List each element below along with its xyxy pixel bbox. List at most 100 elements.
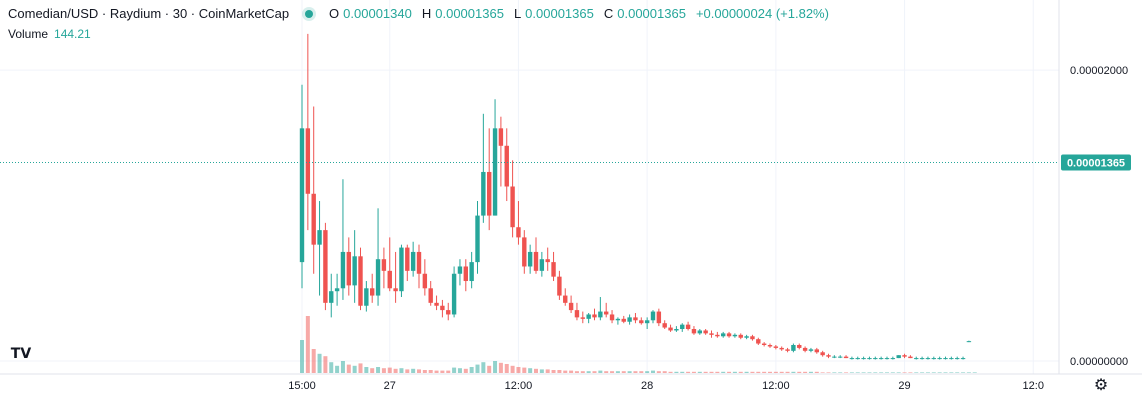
candle-body [393, 288, 398, 292]
volume-bar [961, 372, 966, 373]
volume-bar [387, 367, 392, 373]
x-tick-label: 29 [898, 380, 910, 392]
volume-bar [305, 316, 310, 373]
volume-bar [446, 370, 451, 373]
candle-body [644, 320, 650, 324]
candle-body [334, 288, 340, 292]
candle-body [352, 256, 357, 286]
candle-body [598, 311, 603, 318]
candle-body [908, 356, 913, 359]
volume-bar [586, 371, 591, 373]
volume-bar [557, 370, 562, 373]
volume-bar [364, 367, 369, 373]
volume-bar [931, 372, 936, 373]
volume-bar [680, 371, 685, 373]
volume-bar [440, 370, 445, 373]
close-value: 0.00001365 [617, 6, 686, 21]
last-price-tag-bg [1061, 154, 1131, 171]
volume-value: 144.21 [54, 27, 91, 41]
candle-body [808, 349, 814, 351]
candle-body [346, 251, 351, 286]
volume-bar [838, 372, 843, 373]
candle-body [849, 358, 855, 360]
candle-body [914, 358, 919, 360]
candle-body [674, 329, 679, 331]
candle-body [498, 128, 504, 146]
x-tick-label: 28 [641, 380, 653, 392]
candle-body [750, 336, 755, 340]
candle-body [381, 259, 387, 271]
volume-bar [417, 369, 421, 373]
volume-bar [908, 372, 913, 373]
candle-body [943, 358, 948, 360]
volume-bar [855, 372, 860, 373]
tradingview-logo-icon[interactable]: TV [10, 346, 32, 362]
volume-bar [346, 364, 351, 373]
candle-body [522, 237, 527, 267]
volume-bar [873, 372, 878, 373]
candle-body [329, 291, 334, 303]
volume-bar [756, 371, 761, 373]
candle-body [340, 251, 346, 289]
candle-body [364, 288, 369, 306]
candle-body [428, 288, 433, 303]
volume-bar [411, 368, 416, 373]
volume-bar [896, 372, 901, 373]
candle-body [305, 128, 311, 194]
volume-bar [955, 372, 960, 373]
volume-bar [803, 371, 808, 373]
volume-bar [463, 368, 468, 373]
volume-bar [785, 371, 790, 373]
symbol-title[interactable]: Comedian/USD · Raydium · 30 · CoinMarket… [8, 6, 290, 21]
volume-bar [703, 371, 708, 373]
candle-body [469, 262, 474, 282]
candle-body [773, 346, 779, 348]
candle-body [358, 256, 363, 306]
volume-bar [656, 371, 661, 373]
candle-body [721, 333, 726, 337]
volume-bar [633, 371, 638, 373]
candle-body [557, 276, 562, 296]
candle-body [791, 345, 796, 351]
candle-body [487, 171, 492, 216]
volume-bar [844, 372, 849, 373]
volume-bar [615, 371, 620, 373]
candle-body [820, 352, 825, 356]
volume-bar [487, 365, 492, 373]
candle-body [955, 358, 960, 360]
candle-body [797, 345, 802, 348]
volume-bar [358, 363, 363, 373]
volume-bar [405, 369, 410, 373]
candle-body [527, 251, 533, 267]
candle-body [492, 128, 498, 216]
candle-body [463, 266, 468, 282]
candle-body [387, 270, 392, 289]
volume-bar [592, 371, 597, 373]
y-tick-label: 0.00000000 [1070, 356, 1128, 368]
volume-bar [621, 371, 626, 373]
high-label: H [421, 6, 432, 21]
volume-bar [709, 371, 714, 373]
candle-body [639, 320, 644, 324]
gear-icon[interactable]: ⚙ [1093, 377, 1109, 394]
volume-bar [376, 367, 381, 373]
candle-body [609, 314, 615, 321]
candle-body [504, 145, 509, 187]
candle-body [475, 215, 480, 263]
candle-body [615, 318, 621, 321]
candle-body [814, 349, 819, 353]
volume-bar [393, 368, 398, 373]
volume-bar [826, 372, 831, 373]
last-price-tag: 0.00001365 [1061, 154, 1131, 171]
volume-bar [779, 371, 784, 373]
volume-label[interactable]: Volume [8, 27, 49, 41]
volume-bar [510, 365, 515, 373]
volume-bar [610, 371, 615, 373]
volume-bar [422, 370, 427, 373]
x-tick-label: 12:00 [762, 380, 790, 392]
volume-bar [849, 372, 854, 373]
volume-bar [691, 371, 696, 373]
candle-body [580, 317, 585, 319]
